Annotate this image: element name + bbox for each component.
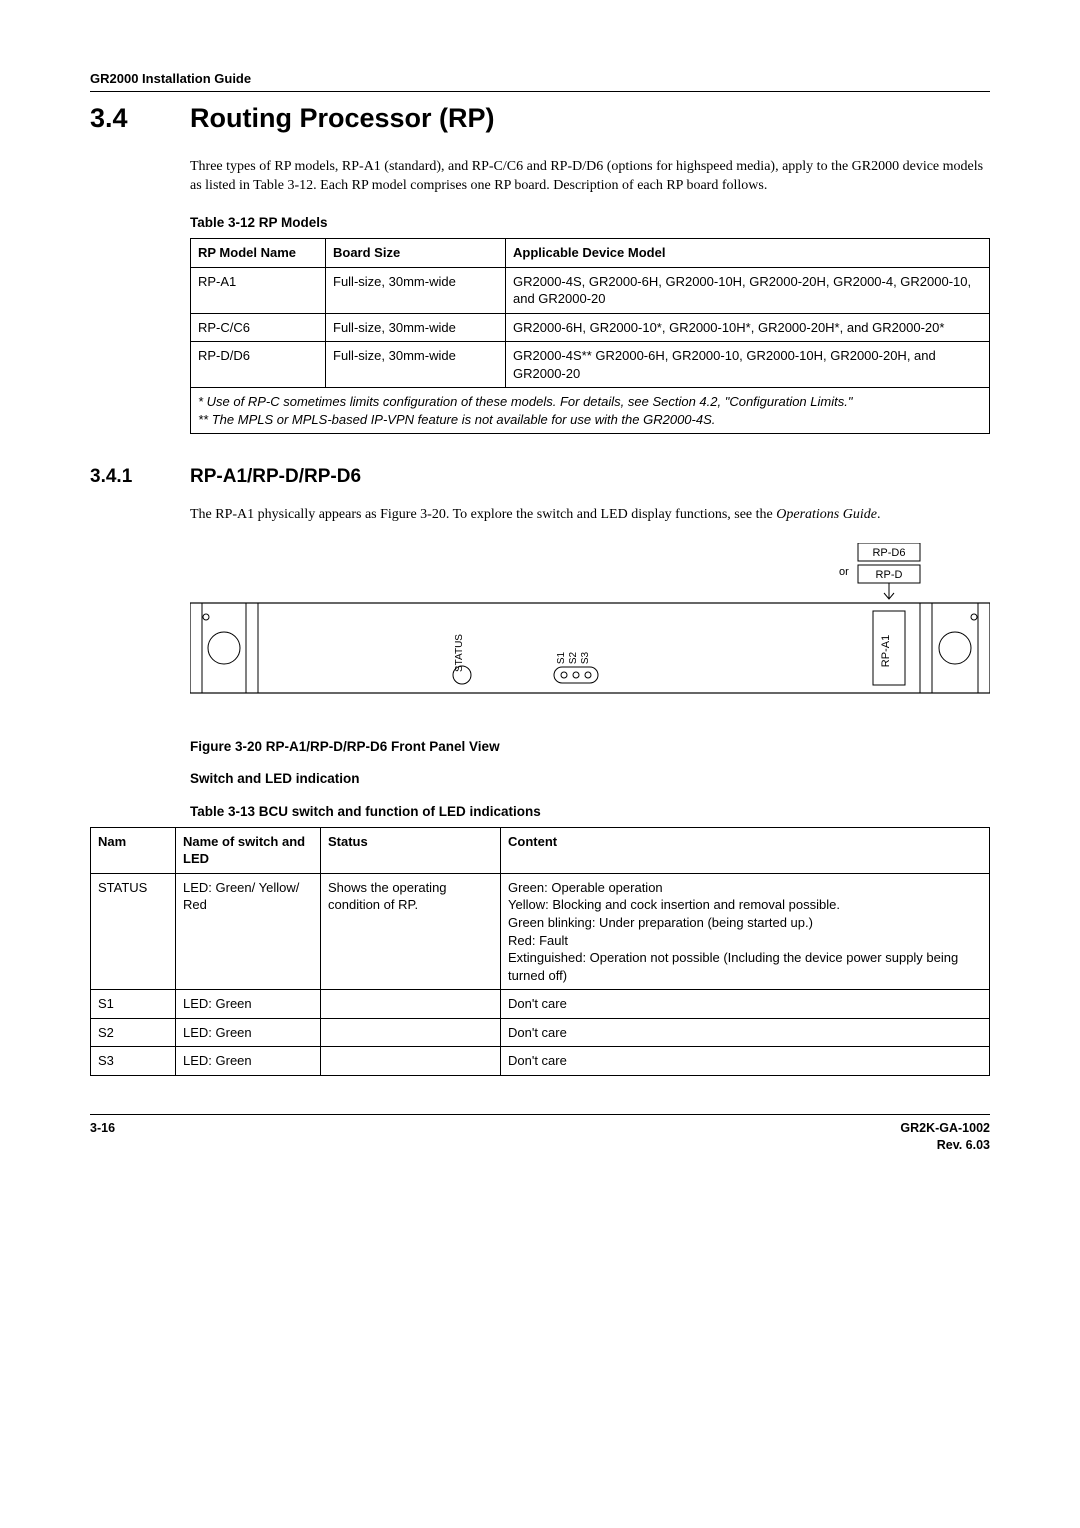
subsection-number: 3.4.1 [90, 464, 190, 490]
table-row: S3 LED: Green Don't care [91, 1047, 990, 1076]
intro-emphasis: Operations Guide [776, 507, 877, 522]
s2-label: S2 [568, 651, 579, 664]
figure-3-20-caption: Figure 3-20 RP-A1/RP-D/RP-D6 Front Panel… [190, 738, 990, 756]
cell: GR2000-6H, GR2000-10*, GR2000-10H*, GR20… [506, 313, 990, 342]
section-number: 3.4 [90, 100, 190, 136]
rpd6-label: RP-D6 [872, 547, 905, 559]
subsection-heading: 3.4.1RP-A1/RP-D/RP-D6 [90, 464, 990, 490]
table-header-row: Nam Name of switch and LED Status Conten… [91, 827, 990, 873]
section-title: Routing Processor (RP) [190, 103, 495, 133]
cell: S3 [91, 1047, 176, 1076]
cell: STATUS [91, 873, 176, 989]
cell: Full-size, 30mm-wide [326, 267, 506, 313]
cell: RP-A1 [191, 267, 326, 313]
cell [321, 990, 501, 1019]
footnote-cell: * Use of RP-C sometimes limits configura… [191, 388, 990, 434]
cell [321, 1047, 501, 1076]
footnote-1: * Use of RP-C sometimes limits configura… [198, 393, 982, 411]
col-header: Content [501, 827, 990, 873]
or-label: or [839, 566, 849, 578]
subsection-intro: The RP-A1 physically appears as Figure 3… [190, 506, 990, 525]
footer-doc-id: GR2K-GA-1002 [900, 1120, 990, 1137]
table-footnote-row: * Use of RP-C sometimes limits configura… [191, 388, 990, 434]
table-3-13: Nam Name of switch and LED Status Conten… [90, 827, 990, 1076]
section-intro: Three types of RP models, RP-A1 (standar… [190, 158, 990, 196]
cell: LED: Green [176, 990, 321, 1019]
screw-icon [203, 614, 209, 620]
col-header: Board Size [326, 238, 506, 267]
section-heading: 3.4Routing Processor (RP) [90, 100, 990, 136]
footer-page-number: 3-16 [90, 1120, 115, 1154]
col-header: Applicable Device Model [506, 238, 990, 267]
cell: S2 [91, 1018, 176, 1047]
rp-panel-diagram: RP-D6 or RP-D STATUS S1 S2 S3 RP-A1 [190, 543, 990, 713]
table-row: RP-A1 Full-size, 30mm-wide GR2000-4S, GR… [191, 267, 990, 313]
page-header: GR2000 Installation Guide [90, 70, 990, 92]
panel-outline [190, 603, 990, 693]
s1-led-icon [561, 672, 567, 678]
screw-icon [971, 614, 977, 620]
table-row: RP-D/D6 Full-size, 30mm-wide GR2000-4S**… [191, 342, 990, 388]
cell: Don't care [501, 990, 990, 1019]
footer-right: GR2K-GA-1002 Rev. 6.03 [900, 1120, 990, 1154]
table-row: S2 LED: Green Don't care [91, 1018, 990, 1047]
subsection-title: RP-A1/RP-D/RP-D6 [190, 466, 361, 487]
cell: Full-size, 30mm-wide [326, 313, 506, 342]
cell: RP-C/C6 [191, 313, 326, 342]
cell: Green: Operable operation Yellow: Blocki… [501, 873, 990, 989]
cell: Full-size, 30mm-wide [326, 342, 506, 388]
table-3-13-caption: Table 3-13 BCU switch and function of LE… [190, 803, 990, 821]
handle-icon [208, 632, 240, 664]
page-footer: 3-16 GR2K-GA-1002 Rev. 6.03 [90, 1114, 990, 1154]
cell: GR2000-4S, GR2000-6H, GR2000-10H, GR2000… [506, 267, 990, 313]
rpd-label: RP-D [876, 569, 903, 581]
cell: Don't care [501, 1047, 990, 1076]
s3-led-icon [585, 672, 591, 678]
rpa1-label: RP-A1 [880, 635, 892, 667]
cell: Don't care [501, 1018, 990, 1047]
figure-3-20: RP-D6 or RP-D STATUS S1 S2 S3 RP-A1 [190, 543, 990, 718]
table-3-12-caption: Table 3-12 RP Models [190, 214, 990, 232]
table-header-row: RP Model Name Board Size Applicable Devi… [191, 238, 990, 267]
intro-text-b: . [877, 507, 881, 522]
footer-revision: Rev. 6.03 [900, 1137, 990, 1154]
col-header: Status [321, 827, 501, 873]
table-row: RP-C/C6 Full-size, 30mm-wide GR2000-6H, … [191, 313, 990, 342]
intro-text-a: The RP-A1 physically appears as Figure 3… [190, 507, 776, 522]
s2-led-icon [573, 672, 579, 678]
cell: LED: Green [176, 1047, 321, 1076]
cell: GR2000-4S** GR2000-6H, GR2000-10, GR2000… [506, 342, 990, 388]
table-row: S1 LED: Green Don't care [91, 990, 990, 1019]
footnote-2: ** The MPLS or MPLS-based IP-VPN feature… [198, 411, 982, 429]
col-header: Name of switch and LED [176, 827, 321, 873]
switch-led-heading: Switch and LED indication [190, 770, 990, 788]
cell: S1 [91, 990, 176, 1019]
s1-label: S1 [556, 651, 567, 664]
handle-icon [939, 632, 971, 664]
cell [321, 1018, 501, 1047]
table-row: STATUS LED: Green/ Yellow/ Red Shows the… [91, 873, 990, 989]
cell: LED: Green/ Yellow/ Red [176, 873, 321, 989]
col-header: Nam [91, 827, 176, 873]
cell: RP-D/D6 [191, 342, 326, 388]
table-3-12: RP Model Name Board Size Applicable Devi… [190, 238, 990, 434]
cell: Shows the operating condition of RP. [321, 873, 501, 989]
s3-label: S3 [580, 651, 591, 664]
cell: LED: Green [176, 1018, 321, 1047]
col-header: RP Model Name [191, 238, 326, 267]
